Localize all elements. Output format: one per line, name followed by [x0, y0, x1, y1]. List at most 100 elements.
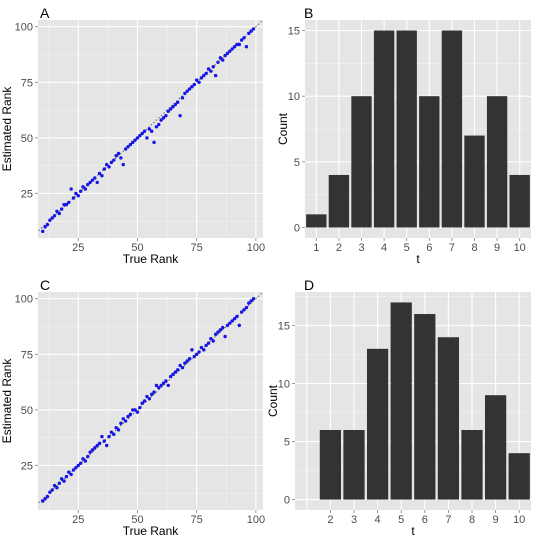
data-point [123, 419, 128, 423]
y-axis-title: Count [266, 384, 280, 417]
data-point [107, 165, 111, 169]
data-point [225, 323, 230, 328]
data-point [185, 89, 189, 93]
data-point [171, 105, 175, 109]
y-tick-label: 10 [278, 379, 290, 391]
bar [328, 174, 350, 228]
x-tick-label: 9 [494, 242, 500, 254]
data-point [145, 394, 149, 399]
data-point [95, 180, 99, 185]
x-tick-label: 75 [191, 242, 203, 254]
data-point [133, 138, 137, 142]
data-point [88, 180, 92, 185]
data-point [135, 410, 140, 414]
bar [343, 429, 365, 500]
data-point [109, 160, 114, 165]
data-point [95, 443, 99, 448]
y-tick-label: 100 [15, 22, 33, 34]
data-point [237, 42, 242, 47]
data-point [121, 417, 125, 421]
y-axis-title: Estimated Rank [0, 86, 14, 172]
data-point [235, 42, 239, 47]
data-point [59, 207, 64, 211]
data-point [76, 463, 80, 468]
data-point [62, 479, 66, 483]
bar [441, 30, 463, 228]
data-point [41, 229, 45, 234]
x-tick-label: 6 [422, 514, 428, 526]
data-point [164, 379, 168, 383]
data-point [119, 421, 123, 425]
data-point [223, 334, 227, 339]
data-point [239, 310, 244, 314]
y-tick-label: 100 [15, 294, 33, 306]
data-point [43, 225, 47, 229]
data-point [138, 133, 142, 138]
data-point [187, 357, 192, 361]
bar [419, 96, 440, 228]
data-point [211, 65, 215, 69]
y-tick-label: 50 [21, 133, 33, 145]
bar [351, 96, 372, 228]
bar [306, 214, 327, 228]
data-point [140, 401, 144, 405]
data-point [242, 308, 246, 312]
data-point [102, 439, 107, 443]
data-point [131, 140, 135, 145]
data-point [159, 383, 163, 388]
data-point [225, 51, 230, 56]
data-point [168, 374, 173, 379]
x-tick-label: 4 [375, 514, 381, 526]
data-point [140, 131, 144, 136]
y-axis-title: Count [276, 112, 290, 145]
data-point [116, 151, 121, 156]
x-tick-label: 100 [247, 242, 265, 254]
data-point [232, 316, 237, 321]
data-point [206, 341, 211, 345]
data-point [216, 60, 220, 64]
y-tick-label: 0 [284, 495, 290, 507]
x-axis-title: True Rank [123, 524, 180, 538]
data-point [90, 178, 95, 182]
data-point [230, 47, 234, 51]
data-point [251, 296, 256, 301]
bar [373, 30, 395, 228]
data-point [50, 488, 54, 492]
data-point [48, 218, 52, 222]
data-point [57, 481, 62, 486]
data-point [218, 328, 223, 332]
data-point [64, 474, 69, 479]
data-point [114, 425, 118, 430]
data-point [230, 319, 234, 323]
x-axis-title: True Rank [123, 252, 180, 266]
data-point [112, 158, 116, 162]
data-point [147, 397, 152, 401]
data-point [116, 428, 121, 432]
data-point [183, 91, 187, 96]
x-tick-label: 9 [493, 514, 499, 526]
data-point [102, 167, 107, 171]
data-point [55, 209, 59, 214]
data-point [50, 216, 54, 220]
data-point [149, 129, 154, 133]
data-point [204, 71, 208, 76]
y-tick-label: 50 [21, 405, 33, 417]
bar [464, 135, 485, 228]
x-tick-label: 50 [131, 242, 143, 254]
data-point [154, 125, 159, 129]
x-tick-label: 25 [72, 242, 84, 254]
data-point [133, 408, 137, 412]
data-point [213, 332, 218, 336]
data-point [237, 323, 242, 328]
data-point [126, 145, 130, 149]
x-tick-label: 10 [514, 242, 526, 254]
data-point [114, 153, 118, 158]
data-point [83, 459, 88, 463]
data-point [59, 477, 64, 481]
data-point [197, 80, 201, 84]
data-point [107, 434, 111, 439]
bar [390, 302, 412, 500]
x-tick-label: 100 [247, 514, 265, 526]
data-point [100, 174, 104, 178]
